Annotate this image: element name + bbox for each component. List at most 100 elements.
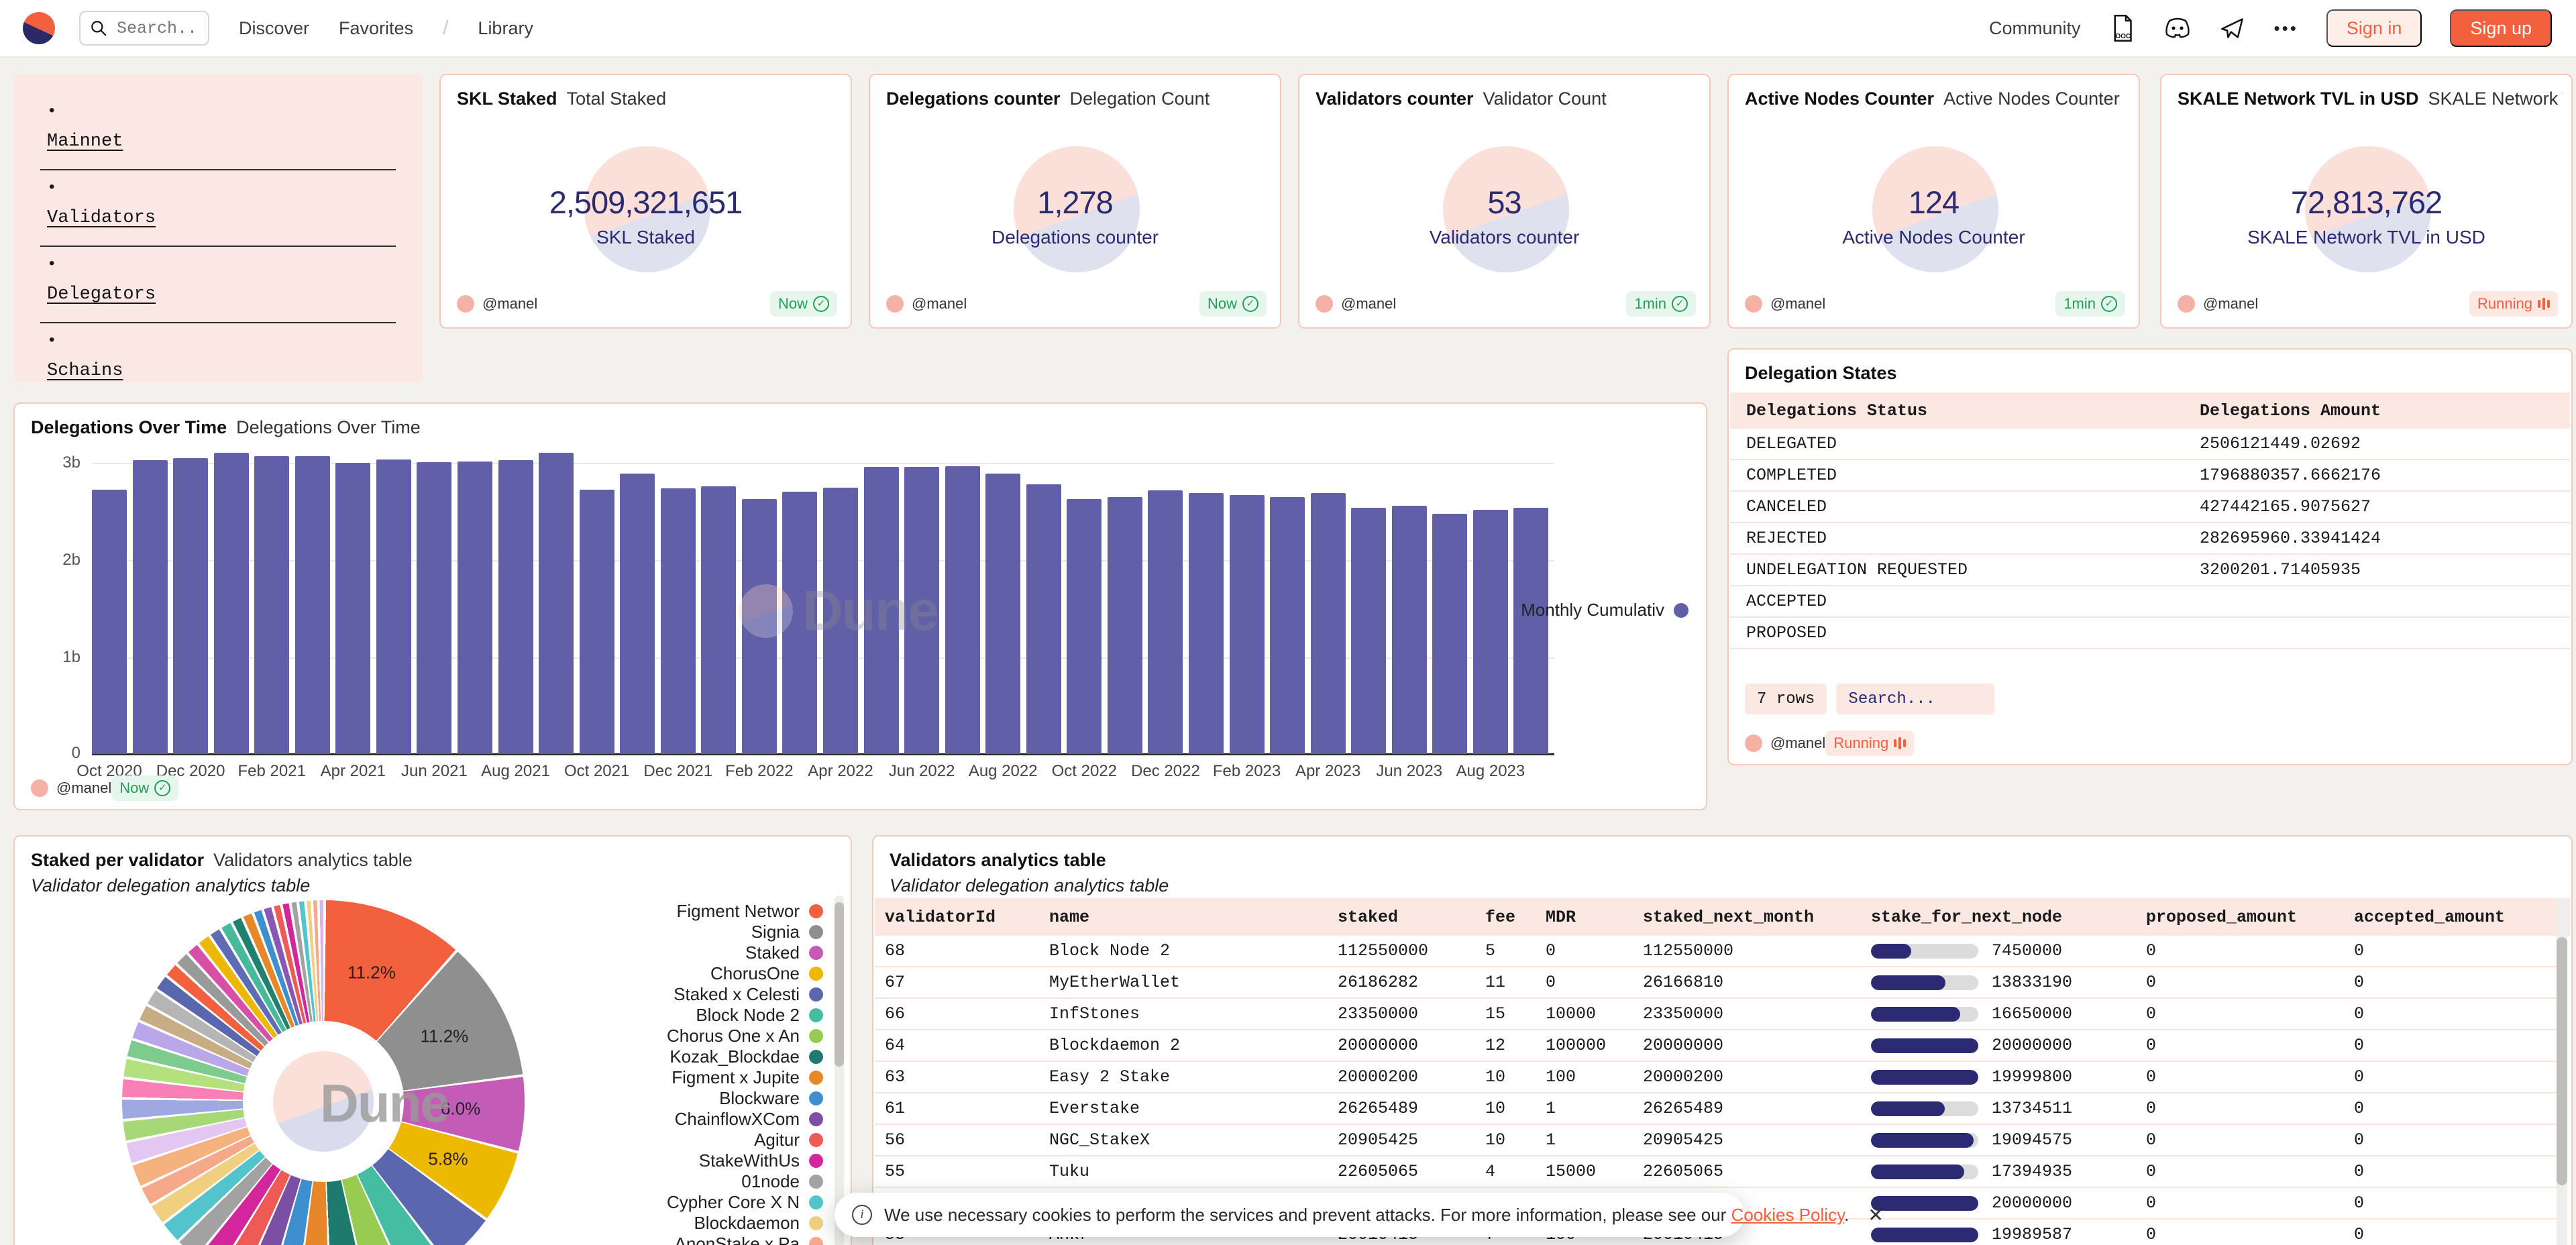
cookies-policy-link[interactable]: Cookies Policy — [1731, 1204, 1845, 1225]
bar[interactable] — [254, 456, 290, 754]
docs-icon[interactable]: DOC — [2109, 15, 2136, 42]
legend-item[interactable]: Figment Networ — [431, 901, 823, 922]
column-header[interactable]: name — [1049, 907, 1090, 927]
legend-item[interactable]: Block Node 2 — [431, 1005, 823, 1026]
bar[interactable] — [904, 467, 940, 754]
states-search[interactable] — [1836, 684, 1995, 714]
bar[interactable] — [1107, 497, 1142, 754]
nav-library[interactable]: Library — [478, 17, 533, 38]
legend-scrollbar-thumb[interactable] — [835, 902, 844, 1067]
author[interactable]: @manel — [912, 295, 967, 312]
bar[interactable] — [579, 489, 614, 754]
refresh-badge[interactable]: Now ✓ — [111, 775, 179, 801]
bar[interactable] — [985, 474, 1021, 754]
sidebar-link-mainnet[interactable]: Mainnet — [47, 131, 123, 152]
legend-item[interactable]: Agitur — [431, 1130, 823, 1150]
legend-item[interactable]: AnonStake x Pa — [431, 1234, 823, 1245]
refresh-badge[interactable]: 1min ✓ — [1626, 291, 1696, 317]
bar[interactable] — [1189, 493, 1224, 754]
bar[interactable] — [498, 460, 533, 754]
bar[interactable] — [1310, 493, 1346, 754]
refresh-badge[interactable]: Now ✓ — [769, 291, 837, 317]
column-header[interactable]: fee — [1485, 907, 1516, 927]
column-header[interactable]: staked — [1338, 907, 1399, 927]
bar[interactable] — [1513, 508, 1549, 754]
bar[interactable] — [823, 487, 858, 754]
legend-item[interactable]: Chorus One x An — [431, 1026, 823, 1046]
topbar-search[interactable] — [79, 11, 209, 46]
more-menu-icon[interactable]: ••• — [2273, 17, 2298, 38]
bar[interactable] — [863, 467, 899, 754]
table-scrollbar-thumb[interactable] — [2557, 937, 2567, 1185]
bar[interactable] — [1351, 508, 1387, 754]
discord-icon[interactable] — [2164, 15, 2191, 42]
bar[interactable] — [660, 488, 696, 754]
column-header[interactable]: accepted_amount — [2354, 907, 2506, 927]
close-icon[interactable]: ✕ — [1868, 1204, 1884, 1226]
refresh-badge[interactable]: 1min ✓ — [2055, 291, 2125, 317]
bar[interactable] — [782, 491, 818, 754]
legend-item[interactable]: Blockdaemon — [431, 1213, 823, 1234]
legend-item[interactable]: Blockware — [431, 1088, 823, 1109]
author[interactable]: @manel — [56, 779, 112, 796]
legend-item[interactable]: StakeWithUs — [431, 1150, 823, 1171]
bar[interactable] — [417, 462, 452, 754]
sign-up-button[interactable]: Sign up — [2450, 9, 2552, 47]
bar[interactable] — [539, 452, 574, 754]
bar[interactable] — [1148, 490, 1183, 754]
legend-item[interactable]: Staked x Celesti — [431, 984, 823, 1005]
telegram-icon[interactable] — [2219, 15, 2246, 42]
legend-item[interactable]: Figment x Jupite — [431, 1067, 823, 1088]
bar[interactable] — [132, 460, 168, 754]
column-header[interactable]: validatorId — [885, 907, 996, 927]
legend-item[interactable]: 01node — [431, 1171, 823, 1192]
column-header[interactable]: staked_next_month — [1643, 907, 1815, 927]
bar[interactable] — [620, 474, 655, 754]
author[interactable]: @manel — [2203, 295, 2259, 312]
bar[interactable] — [741, 499, 777, 754]
legend-item[interactable]: ChainflowXCom — [431, 1109, 823, 1130]
bar[interactable] — [1067, 499, 1102, 754]
sidebar-link-validators[interactable]: Validators — [47, 208, 156, 228]
bar[interactable] — [173, 458, 209, 754]
sidebar-link-delegators[interactable]: Delegators — [47, 284, 156, 305]
column-header[interactable]: stake_for_next_node — [1871, 907, 2063, 927]
legend-item[interactable]: Kozak_Blockdae — [431, 1046, 823, 1067]
dune-logo[interactable] — [23, 12, 55, 44]
bar[interactable] — [92, 489, 127, 754]
bar[interactable] — [945, 466, 980, 754]
legend-item[interactable]: Staked — [431, 942, 823, 963]
bar[interactable] — [1472, 510, 1508, 754]
refresh-badge[interactable]: Running — [1825, 730, 1915, 756]
sidebar-link-schains[interactable]: Schains — [47, 361, 123, 381]
bar[interactable] — [1432, 513, 1468, 754]
column-header[interactable]: MDR — [1546, 907, 1576, 927]
nav-discover[interactable]: Discover — [239, 17, 310, 38]
refresh-badge[interactable]: Now ✓ — [1199, 291, 1267, 317]
community-link[interactable]: Community — [1989, 17, 2081, 38]
bar[interactable] — [1026, 484, 1061, 754]
bar[interactable] — [458, 461, 492, 754]
legend-item[interactable]: Signia — [431, 922, 823, 942]
chart-legend[interactable]: Monthly Cumulativ — [1521, 600, 1688, 620]
author[interactable]: @manel — [482, 295, 538, 312]
refresh-badge[interactable]: Running — [2469, 291, 2558, 317]
sign-in-button[interactable]: Sign in — [2326, 9, 2422, 47]
bar[interactable] — [213, 452, 249, 754]
author[interactable]: @manel — [1770, 295, 1826, 312]
bar[interactable] — [1391, 506, 1427, 754]
bar[interactable] — [294, 456, 330, 754]
author[interactable]: @manel — [1341, 295, 1397, 312]
legend-item[interactable]: Cypher Core X N — [431, 1192, 823, 1213]
column-header[interactable]: proposed_amount — [2146, 907, 2298, 927]
legend-item[interactable]: ChorusOne — [431, 963, 823, 984]
bar[interactable] — [1270, 497, 1305, 754]
bar[interactable] — [376, 459, 411, 754]
author[interactable]: @manel — [1770, 735, 1826, 751]
search-input[interactable] — [117, 18, 197, 38]
bar[interactable] — [1229, 495, 1265, 754]
bar[interactable] — [701, 486, 737, 754]
states-search-input[interactable] — [1848, 690, 1983, 708]
bar[interactable] — [335, 463, 371, 754]
nav-favorites[interactable]: Favorites — [339, 17, 414, 38]
